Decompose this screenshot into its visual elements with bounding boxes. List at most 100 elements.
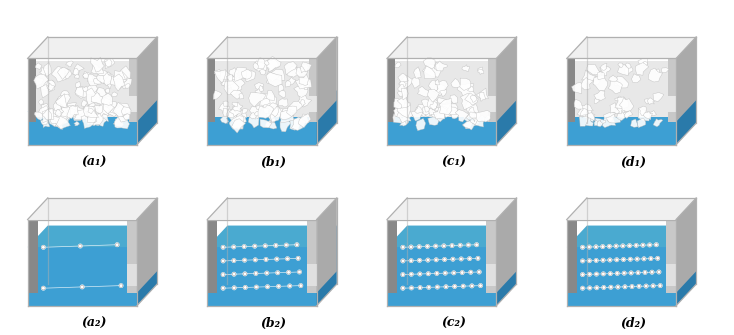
Polygon shape [427,89,440,102]
Polygon shape [429,109,435,115]
Polygon shape [588,113,595,121]
Polygon shape [100,72,112,85]
Polygon shape [35,61,129,117]
Polygon shape [254,111,261,119]
Circle shape [581,286,584,290]
Polygon shape [90,116,101,126]
Polygon shape [265,56,281,72]
Polygon shape [415,107,424,113]
Circle shape [418,245,421,249]
Circle shape [595,259,598,262]
Circle shape [298,270,301,274]
Polygon shape [234,107,241,115]
Polygon shape [437,97,447,104]
Circle shape [616,272,619,275]
Polygon shape [668,96,676,112]
Polygon shape [86,88,101,105]
Polygon shape [435,80,448,95]
Polygon shape [470,95,476,102]
Circle shape [253,245,256,248]
Circle shape [634,244,638,247]
Polygon shape [467,110,476,122]
Polygon shape [433,84,446,94]
Polygon shape [606,114,620,123]
Polygon shape [137,37,157,145]
Polygon shape [486,264,496,285]
Polygon shape [250,113,258,119]
Polygon shape [84,103,98,116]
Polygon shape [28,112,137,145]
Polygon shape [643,61,647,66]
Circle shape [276,271,280,274]
Polygon shape [387,198,517,219]
Polygon shape [475,111,490,122]
Circle shape [581,259,584,263]
Text: (b₁): (b₁) [261,156,286,169]
Polygon shape [676,198,696,293]
Polygon shape [643,112,653,120]
Circle shape [435,258,438,262]
Polygon shape [395,62,401,68]
Polygon shape [666,219,676,293]
Circle shape [277,285,280,288]
Circle shape [649,257,653,260]
Polygon shape [575,61,668,117]
Polygon shape [572,82,582,94]
Polygon shape [416,119,426,131]
Polygon shape [119,66,131,78]
Polygon shape [34,112,46,120]
Polygon shape [567,37,696,59]
Polygon shape [433,79,440,85]
Polygon shape [66,109,73,118]
Polygon shape [397,103,411,118]
Polygon shape [299,74,308,85]
Polygon shape [91,64,104,74]
Circle shape [459,244,462,247]
Circle shape [608,272,612,275]
Polygon shape [416,105,428,116]
Circle shape [243,259,247,262]
Polygon shape [436,61,447,71]
Text: (c₁): (c₁) [440,156,465,169]
Polygon shape [239,110,247,118]
Polygon shape [387,90,517,112]
Polygon shape [28,225,157,247]
Polygon shape [93,78,101,84]
Polygon shape [594,79,600,85]
Circle shape [478,270,481,274]
Polygon shape [117,72,127,84]
Polygon shape [617,64,629,76]
Polygon shape [594,120,600,126]
Polygon shape [610,103,619,114]
Polygon shape [35,63,42,70]
Circle shape [418,272,421,276]
Circle shape [451,258,454,261]
Polygon shape [255,88,261,95]
Polygon shape [496,37,517,122]
Polygon shape [451,78,460,87]
Polygon shape [428,97,438,110]
Polygon shape [231,73,241,81]
Text: (d₁): (d₁) [620,156,646,169]
Polygon shape [294,68,298,73]
Polygon shape [228,110,238,118]
Circle shape [42,286,46,290]
Polygon shape [84,105,93,112]
Polygon shape [115,116,129,129]
Polygon shape [97,102,109,117]
Circle shape [462,284,465,288]
Polygon shape [73,68,79,75]
Polygon shape [496,198,517,306]
Circle shape [264,258,268,261]
Polygon shape [214,69,221,76]
Polygon shape [207,247,316,306]
Polygon shape [112,102,126,117]
Polygon shape [648,68,663,82]
Polygon shape [40,85,49,98]
Polygon shape [302,78,311,90]
Circle shape [470,284,473,288]
Text: (c₂): (c₂) [440,317,465,330]
Polygon shape [250,107,261,118]
Polygon shape [279,99,288,107]
Polygon shape [86,85,98,95]
